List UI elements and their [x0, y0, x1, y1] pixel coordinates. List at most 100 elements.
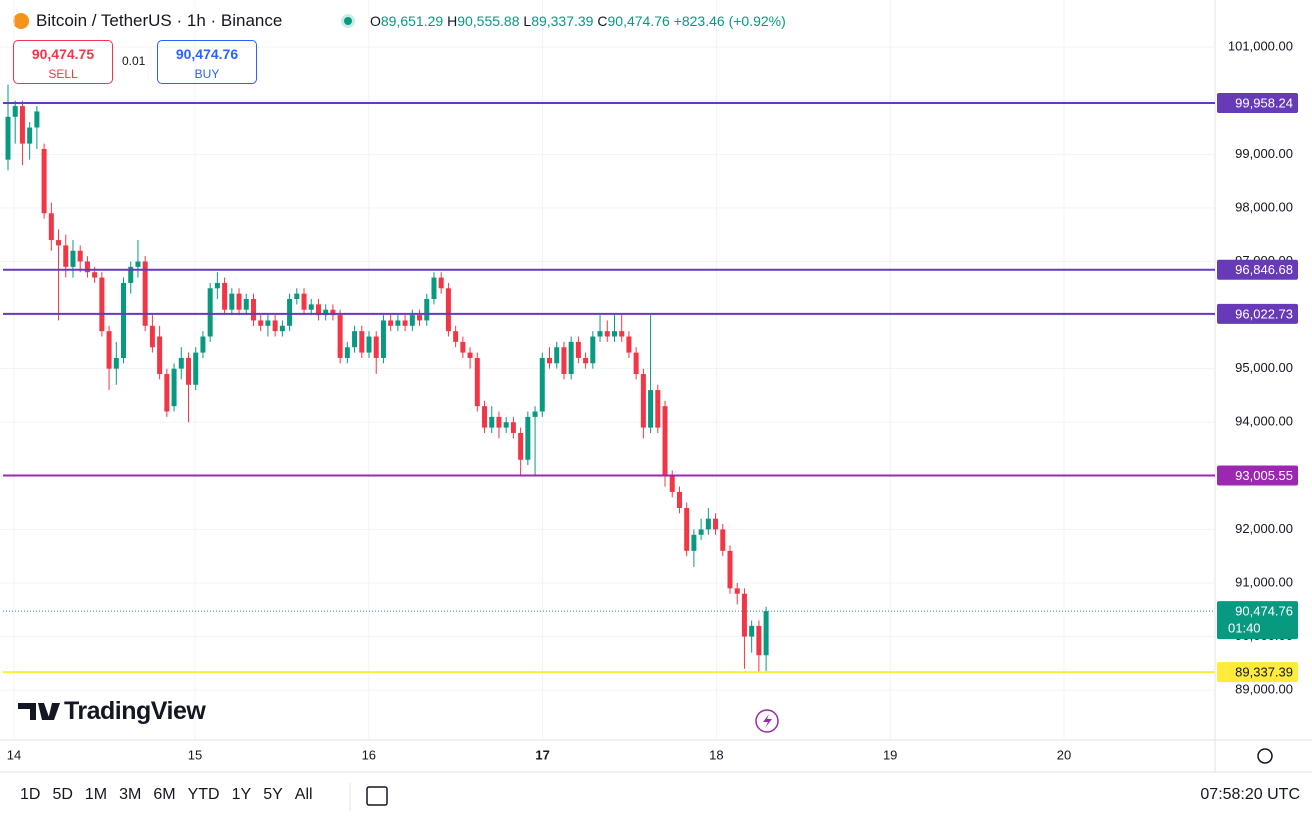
candle-body — [626, 336, 632, 353]
y-tick-label: 99,000.00 — [1235, 146, 1293, 161]
candle-body — [279, 325, 285, 332]
buy-button[interactable]: 90,474.76 BUY — [157, 40, 257, 84]
sell-button[interactable]: 90,474.75 SELL — [13, 40, 113, 84]
candle-body — [727, 550, 733, 589]
candle-body — [373, 336, 379, 358]
candle-body — [691, 534, 697, 551]
candle-body — [597, 331, 603, 337]
candle-body — [34, 111, 40, 128]
candle-body — [482, 406, 488, 428]
candle-body — [424, 299, 430, 321]
x-tick-label: 15 — [188, 747, 202, 762]
candle-body — [547, 357, 552, 364]
candle-body — [417, 315, 423, 321]
ohlc-legend: O89,651.29 H90,555.88 L89,337.39 C90,474… — [370, 13, 786, 29]
ohlc-key: H — [447, 13, 458, 29]
candle-body — [337, 315, 343, 358]
candle-body — [640, 374, 646, 428]
candle-body — [157, 336, 163, 375]
candle-body — [265, 320, 271, 326]
candle-body — [287, 299, 293, 326]
last-price-label: 90,474.76 — [1235, 604, 1293, 619]
x-tick-label: 18 — [709, 747, 723, 762]
level-label: 96,022.73 — [1235, 306, 1293, 321]
level-label-bg — [1217, 662, 1298, 683]
candle-body — [604, 331, 610, 337]
range-button[interactable]: 3M — [119, 786, 142, 803]
candle-body — [294, 293, 300, 300]
y-tick-label: 98,000.00 — [1235, 199, 1293, 214]
candle-body — [474, 357, 480, 407]
candle-body — [633, 352, 639, 375]
candle-body — [41, 148, 47, 214]
candle-body — [193, 352, 199, 385]
level-label-bg — [1217, 92, 1298, 113]
range-button[interactable]: 1Y — [231, 786, 252, 803]
range-button[interactable]: All — [294, 786, 313, 803]
candle-body — [532, 411, 538, 417]
candle-body — [308, 304, 314, 310]
candle-body — [467, 352, 473, 358]
candle-body — [92, 272, 98, 278]
level-label-bg — [1217, 465, 1298, 486]
buy-price: 90,474.76 — [175, 46, 239, 62]
settings-icon[interactable] — [1257, 748, 1273, 764]
candle-body — [84, 261, 90, 273]
candle-body — [171, 368, 177, 407]
candle-body — [575, 341, 581, 358]
ohlc-value: 90,474.76 — [607, 13, 670, 29]
candle-body — [214, 282, 220, 289]
range-button[interactable]: YTD — [187, 786, 220, 803]
candle-body — [734, 588, 740, 594]
candle-body — [698, 529, 704, 535]
candle-body — [243, 299, 249, 310]
range-button[interactable]: 5D — [52, 786, 73, 803]
candle-body — [720, 529, 726, 551]
candle-body — [503, 422, 509, 428]
candle-body — [315, 304, 321, 316]
candle-body — [186, 357, 191, 385]
candle-body — [258, 320, 264, 326]
candle-body — [561, 347, 567, 375]
last-price-bg — [1217, 601, 1298, 640]
spread: 0.01 — [122, 54, 146, 68]
candle-body — [619, 331, 625, 337]
range-button[interactable]: 6M — [153, 786, 176, 803]
candle-body — [135, 261, 141, 267]
candle-body — [236, 293, 242, 310]
candle-body — [460, 341, 466, 353]
candle-body — [431, 277, 437, 300]
candle-body — [611, 331, 617, 337]
y-tick-label: 92,000.00 — [1235, 521, 1293, 536]
candle-body — [438, 277, 444, 289]
range-button[interactable]: 1M — [84, 786, 108, 803]
candle-body — [496, 416, 502, 428]
range-button[interactable]: 1D — [20, 786, 41, 803]
candle-body — [763, 611, 769, 656]
candle-body — [554, 347, 560, 364]
candle-body — [510, 422, 516, 433]
y-tick-label: 101,000.00 — [1228, 39, 1293, 54]
candle-body — [453, 331, 459, 342]
ohlc-value: 90,555.88 — [457, 13, 520, 29]
candle-body — [756, 625, 762, 656]
event-icon[interactable] — [755, 709, 779, 733]
candle-body — [583, 357, 589, 364]
candle-body — [229, 293, 235, 310]
candle-body — [164, 374, 170, 412]
candle-body — [301, 293, 307, 310]
candle-body — [395, 320, 401, 326]
candle-body — [178, 357, 184, 369]
candle-body — [272, 320, 278, 332]
candle-body — [12, 106, 18, 117]
candle-body — [142, 261, 148, 326]
candle-body — [27, 127, 33, 144]
ohlc-key: L — [523, 13, 532, 29]
candle-body — [525, 416, 531, 460]
range-button[interactable]: 5Y — [263, 786, 283, 803]
brand-name: TradingView — [64, 697, 206, 725]
ohlc-key: O — [370, 13, 381, 29]
date-range-icon[interactable] — [366, 786, 388, 806]
level-label: 93,005.55 — [1235, 468, 1293, 483]
x-tick-label: 19 — [883, 747, 897, 762]
